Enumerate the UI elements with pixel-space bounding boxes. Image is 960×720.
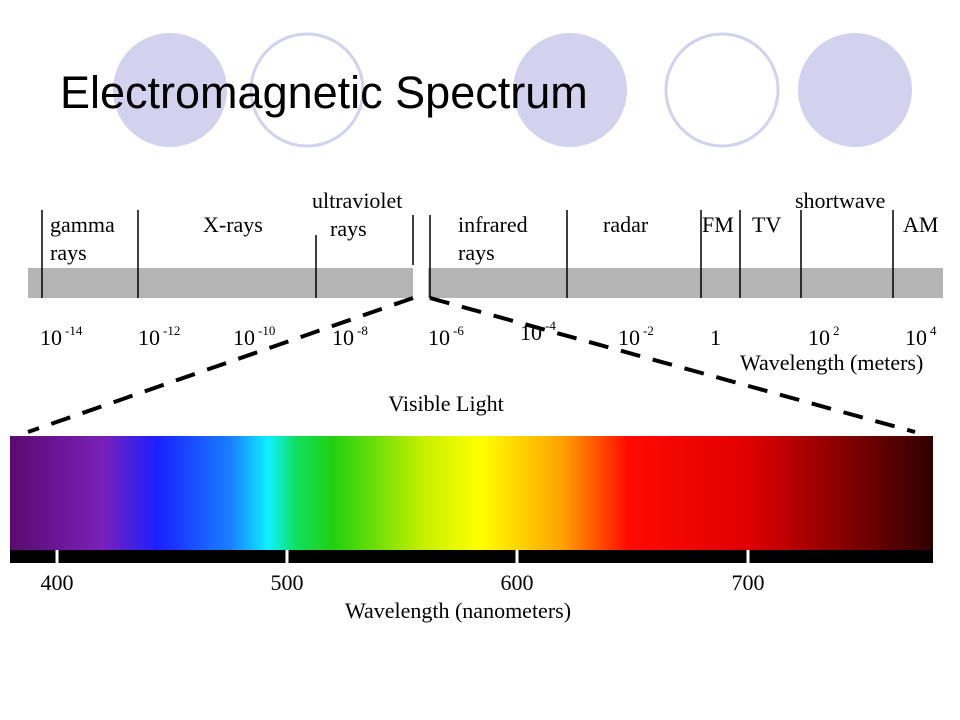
tick-base: 10 — [138, 325, 160, 350]
nm-tick-label: 700 — [732, 570, 765, 595]
tick-exponent: 4 — [930, 323, 937, 338]
wavelength-tick: 10 -14 — [40, 323, 83, 350]
circle — [249, 32, 365, 148]
wavelength-tick: 10 2 — [808, 323, 840, 350]
tick-base: 10 — [618, 325, 640, 350]
tick-exponent: 2 — [833, 323, 840, 338]
tick-base: 10 — [332, 325, 354, 350]
tick-exponent: -2 — [643, 323, 654, 338]
nm-tick-label: 500 — [271, 570, 304, 595]
band-label: rays — [50, 240, 87, 265]
circle — [664, 32, 780, 148]
wavelength-ticks: 10 -14 10 -12 10 -10 10 -8 10 -6 10 -4 10 -2 1 10 2 10 4 — [40, 318, 937, 350]
band-label: ultraviolet — [312, 188, 402, 213]
axis-title: Wavelength (nanometers) — [345, 598, 571, 623]
band-label: rays — [330, 216, 367, 241]
tick-base: 10 — [520, 320, 542, 345]
wavelength-tick: 1 — [710, 325, 721, 350]
em-band — [28, 268, 943, 298]
band-label: TV — [752, 212, 781, 237]
band-label: shortwave — [795, 188, 885, 213]
dashed-line — [27, 296, 414, 434]
band-label: gamma — [50, 212, 115, 237]
wavelength-tick: 10 -4 — [520, 318, 556, 345]
band-label: FM — [702, 212, 734, 237]
band-label: AM — [903, 212, 938, 237]
band-label: infrared — [458, 212, 528, 237]
tick-exponent: -10 — [258, 323, 275, 338]
nm-ticks: 400 500 600 700 — [41, 550, 765, 595]
band-bar — [428, 268, 943, 298]
tick-exponent: -6 — [453, 323, 464, 338]
tick-exponent: -12 — [163, 323, 180, 338]
band-label: X-rays — [203, 212, 263, 237]
circle — [798, 33, 912, 147]
nm-tick-label: 400 — [41, 570, 74, 595]
tick-base: 10 — [905, 325, 927, 350]
nm-tick-label: 600 — [501, 570, 534, 595]
circle — [113, 33, 227, 147]
band-label: rays — [458, 240, 495, 265]
band-label: radar — [603, 212, 649, 237]
tick-exponent: -4 — [545, 318, 556, 333]
circle — [513, 33, 627, 147]
tick-base: 10 — [233, 325, 255, 350]
wavelength-tick: 10 -6 — [428, 323, 464, 350]
axis-title: Wavelength (meters) — [740, 350, 923, 375]
tick-base: 10 — [40, 325, 62, 350]
tick-base: 10 — [808, 325, 830, 350]
decoration — [113, 32, 912, 148]
band-bar — [28, 268, 413, 298]
wavelength-tick: 10 -12 — [138, 323, 180, 350]
title: Electromagnetic Spectrum — [60, 67, 588, 118]
visible-spectrum — [10, 436, 933, 550]
tick-exponent: -8 — [357, 323, 368, 338]
wavelength-tick: 10 4 — [905, 323, 937, 350]
wavelength-tick: 10 -2 — [618, 323, 654, 350]
nm-scale-bar — [10, 550, 933, 563]
tick-base: 1 — [710, 325, 721, 350]
dashed-line — [429, 296, 916, 434]
dividers — [41, 210, 894, 298]
band-labels: gamma rays X-rays ultraviolet rays infrared ra… — [50, 188, 938, 265]
visible-title: Visible Light — [388, 391, 503, 416]
wavelength-tick: 10 -8 — [332, 323, 368, 350]
wavelength-tick: 10 -10 — [233, 323, 275, 350]
tick-base: 10 — [428, 325, 450, 350]
tick-exponent: -14 — [65, 323, 83, 338]
